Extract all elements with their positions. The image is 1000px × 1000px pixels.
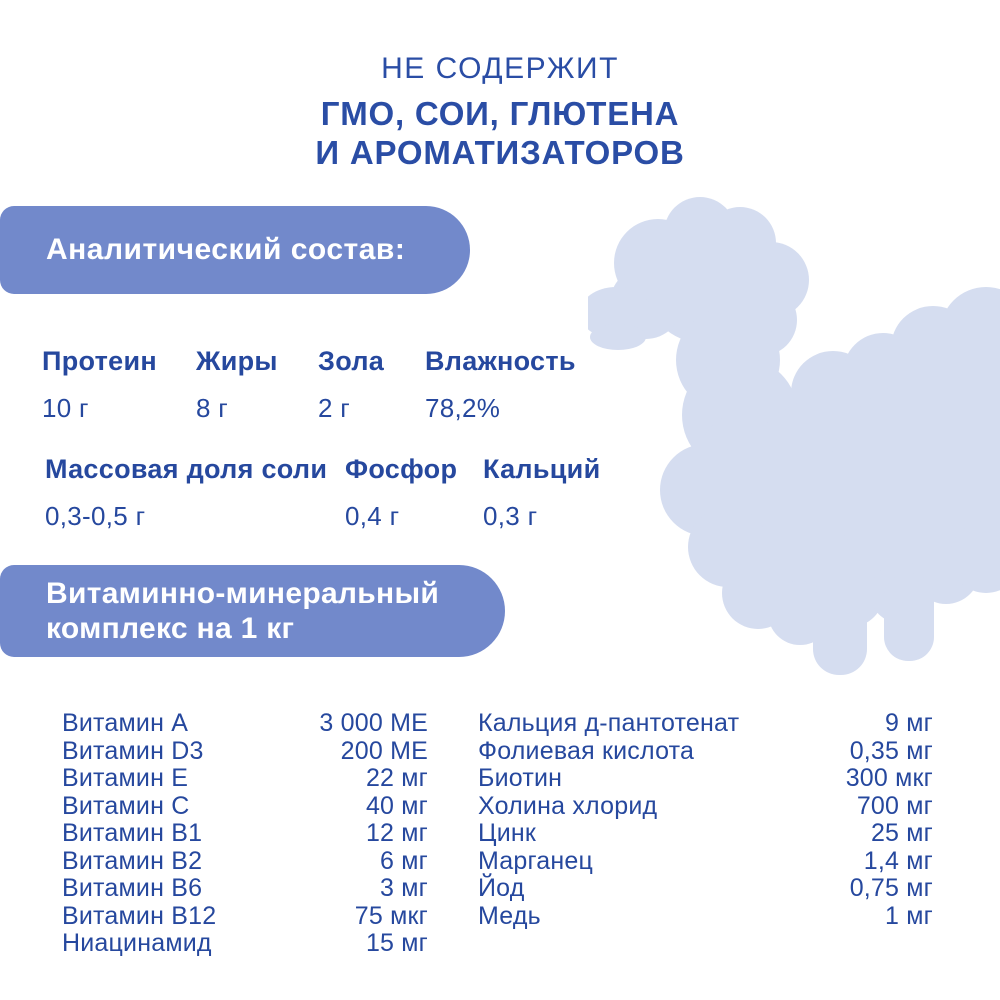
vitamin-value: 200 МЕ bbox=[340, 736, 428, 765]
vitamin-value: 0,75 мг bbox=[849, 874, 933, 902]
analytic-item-ash: Зола 2 г bbox=[318, 346, 384, 424]
vitamin-row: Витамин B12 75 мкг bbox=[62, 901, 428, 931]
vitamin-name: Витамин B2 bbox=[62, 846, 203, 875]
vitamin-value: 75 мкг bbox=[354, 901, 428, 930]
vitamin-value: 300 мкг bbox=[845, 764, 933, 792]
vitamin-complex-banner: Витаминно-минеральный комплекс на 1 кг bbox=[0, 565, 505, 657]
header-line-3: И АРОМАТИЗАТОРОВ bbox=[315, 134, 685, 171]
analytic-item-salt: Массовая доля соли 0,3-0,5 г bbox=[45, 454, 327, 532]
vitamin-row: Витамин B6 3 мг bbox=[62, 874, 428, 903]
vitamin-value: 700 мг bbox=[856, 791, 933, 820]
analytic-value: 0,4 г bbox=[345, 501, 400, 531]
vitamin-value: 12 мг bbox=[365, 819, 428, 847]
analytic-value: 2 г bbox=[318, 393, 351, 423]
vitamin-row: Витамин C 40 мг bbox=[62, 791, 428, 821]
analytic-item-fat: Жиры 8 г bbox=[196, 346, 278, 424]
vitamin-value: 0,35 мг bbox=[849, 736, 933, 765]
vitamin-value: 25 мг bbox=[870, 819, 933, 847]
vitamin-row: Витамин E 22 мг bbox=[62, 764, 428, 793]
analytic-value: 8 г bbox=[196, 393, 229, 423]
vitamin-row: Марганец 1,4 мг bbox=[478, 846, 933, 876]
vitamin-name: Медь bbox=[478, 901, 541, 930]
header-line-1: НЕ СОДЕРЖИТ bbox=[381, 52, 619, 85]
vitamin-complex-title-line-2: комплекс на 1 кг bbox=[46, 612, 295, 645]
vitamin-name: Витамин A bbox=[62, 709, 189, 737]
vitamin-value: 1 мг bbox=[885, 901, 933, 930]
analytic-label: Зола bbox=[318, 346, 385, 376]
vitamin-name: Йод bbox=[478, 874, 525, 902]
vitamin-table-left: Витамин A 3 000 МЕ Витамин D3 200 МЕ Вит… bbox=[62, 709, 428, 958]
vitamin-value: 3 000 МЕ bbox=[319, 709, 428, 737]
vitamin-name: Кальция д-пантотенат bbox=[478, 709, 740, 737]
analytic-value: 78,2% bbox=[425, 393, 501, 423]
analytic-label: Влажность bbox=[425, 346, 576, 376]
vitamin-name: Витамин B1 bbox=[62, 819, 203, 847]
vitamin-name: Ниацинамид bbox=[62, 929, 212, 957]
vitamin-name: Витамин D3 bbox=[62, 736, 204, 765]
vitamin-name: Марганец bbox=[478, 846, 594, 875]
header-line-2: ГМО, СОИ, ГЛЮТЕНА bbox=[320, 95, 680, 132]
vitamin-value: 3 мг bbox=[380, 874, 428, 902]
sheep-icon bbox=[588, 197, 1000, 675]
vitamin-row: Медь 1 мг bbox=[478, 901, 933, 931]
analytical-composition-title: Аналитический состав: bbox=[46, 233, 406, 266]
analytic-label: Массовая доля соли bbox=[45, 454, 328, 484]
analytic-item-phosphorus: Фосфор 0,4 г bbox=[345, 454, 457, 532]
vitamin-value: 22 мг bbox=[365, 764, 428, 792]
vitamin-name: Витамин C bbox=[62, 791, 190, 820]
vitamin-row: Витамин B1 12 мг bbox=[62, 819, 428, 848]
vitamin-row: Биотин 300 мкг bbox=[478, 764, 933, 793]
vitamin-value: 1,4 мг bbox=[863, 846, 933, 875]
vitamin-row: Витамин D3 200 МЕ bbox=[62, 736, 428, 766]
vitamin-row: Йод 0,75 мг bbox=[478, 874, 933, 903]
vitamin-value: 15 мг bbox=[365, 929, 428, 957]
vitamin-name: Витамин B6 bbox=[62, 874, 203, 902]
vitamin-row: Цинк 25 мг bbox=[478, 819, 933, 848]
analytic-item-protein: Протеин 10 г bbox=[42, 346, 157, 424]
vitamin-row: Фолиевая кислота 0,35 мг bbox=[478, 736, 933, 766]
analytic-label: Фосфор bbox=[345, 454, 458, 484]
vitamin-name: Витамин E bbox=[62, 764, 189, 792]
analytic-item-moisture: Влажность 78,2% bbox=[425, 346, 576, 424]
vitamin-row: Ниацинамид 15 мг bbox=[62, 929, 428, 958]
analytic-label: Жиры bbox=[196, 346, 278, 376]
analytic-value: 0,3-0,5 г bbox=[45, 501, 146, 531]
vitamin-name: Витамин B12 bbox=[62, 901, 217, 930]
analytic-value: 0,3 г bbox=[483, 501, 538, 531]
vitamin-value: 40 мг bbox=[365, 791, 428, 820]
analytical-composition-banner: Аналитический состав: bbox=[0, 206, 470, 294]
analytic-label: Кальций bbox=[483, 454, 601, 484]
vitamin-row: Холина хлорид 700 мг bbox=[478, 791, 933, 821]
vitamin-complex-title-line-1: Витаминно-минеральный bbox=[46, 577, 440, 610]
analytic-value: 10 г bbox=[42, 393, 89, 423]
vitamin-row: Витамин A 3 000 МЕ bbox=[62, 709, 428, 738]
vitamin-name: Биотин bbox=[478, 764, 563, 792]
analytic-label: Протеин bbox=[42, 346, 157, 376]
analytic-item-calcium: Кальций 0,3 г bbox=[483, 454, 600, 532]
vitamin-name: Холина хлорид bbox=[478, 791, 658, 820]
vitamin-value: 6 мг bbox=[380, 846, 428, 875]
vitamin-row: Кальция д-пантотенат 9 мг bbox=[478, 709, 933, 738]
vitamin-value: 9 мг bbox=[885, 709, 933, 737]
vitamin-name: Цинк bbox=[478, 819, 537, 847]
vitamin-table-right: Кальция д-пантотенат 9 мг Фолиевая кисло… bbox=[478, 709, 933, 931]
vitamin-name: Фолиевая кислота bbox=[478, 736, 695, 765]
header: НЕ СОДЕРЖИТ ГМО, СОИ, ГЛЮТЕНА И АРОМАТИЗ… bbox=[0, 52, 1000, 172]
vitamin-row: Витамин B2 6 мг bbox=[62, 846, 428, 876]
